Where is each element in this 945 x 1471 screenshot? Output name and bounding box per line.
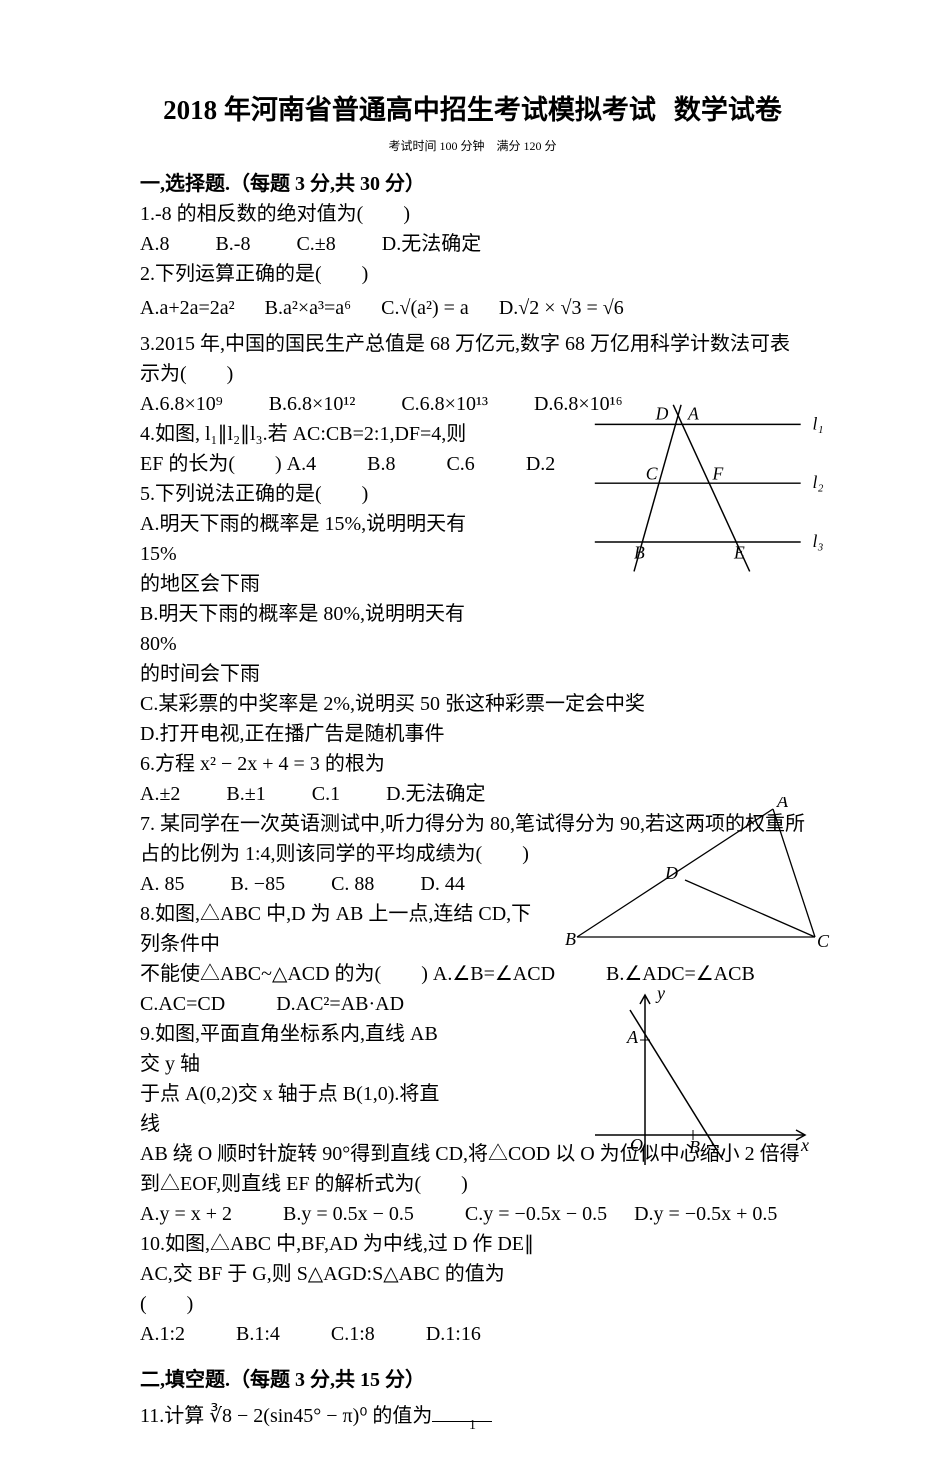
q6-stem: 6.方程 x² − 2x + 4 = 3 的根为 — [140, 749, 805, 779]
q2-opt-d: D.√2 × √3 = √6 — [499, 293, 624, 323]
q6-opt-a: A.±2 — [140, 779, 180, 809]
q4-line1: 4.如图, l₁∥l₂∥l₃.若 AC:CB=2:1,DF=4,则 — [140, 419, 466, 449]
q10-opt-a: A.1:2 — [140, 1323, 185, 1345]
q4-line2: EF 的长为( ) — [140, 449, 282, 479]
q1-opt-a: A.8 — [140, 229, 169, 259]
q5-opt-a2: 的地区会下雨 — [140, 569, 260, 599]
section-1-heading: 一,选择题.（每题 3 分,共 30 分） — [140, 169, 805, 199]
q1-stem: 1.-8 的相反数的绝对值为( ) — [140, 199, 805, 229]
q3-stem: 3.2015 年,中国的国民生产总值是 68 万亿元,数字 68 万亿用科学计数… — [140, 329, 805, 389]
question-10: 10.如图,△ABC 中,BF,AD 为中线,过 D 作 DE∥ AC,交 BF… — [140, 1229, 805, 1349]
q8-opt-d: D.AC²=AB·AD — [276, 993, 404, 1015]
q9-opt-a: A.y = x + 2 — [140, 1203, 232, 1225]
svg-text:E: E — [733, 543, 745, 563]
q3-opt-c: C.6.8×10¹³ — [401, 389, 488, 419]
q10-line1: 10.如图,△ABC 中,BF,AD 为中线,过 D 作 DE∥ — [140, 1229, 534, 1259]
svg-text:A: A — [776, 797, 789, 811]
svg-text:A: A — [687, 403, 699, 423]
q3-opt-a: A.6.8×10⁹ — [140, 389, 223, 419]
q1-opt-b: B.-8 — [215, 229, 250, 259]
svg-text:C: C — [817, 931, 830, 951]
q5-opt-d: D.打开电视,正在播广告是随机事件 — [140, 719, 805, 749]
svg-text:l₁: l₁ — [812, 413, 823, 433]
q5-opt-a1: A.明天下雨的概率是 15%,说明明天有 15% — [140, 509, 506, 569]
svg-text:C: C — [646, 463, 658, 483]
q5-opt-c: C.某彩票的中奖率是 2%,说明买 50 张这种彩票一定会中奖 — [140, 689, 805, 719]
q2-opt-a: A.a+2a=2a² — [140, 293, 235, 323]
figure-axes: y x O A B — [585, 985, 815, 1170]
q3-opt-b: B.6.8×10¹² — [269, 389, 356, 419]
q1-opt-d: D.无法确定 — [382, 229, 481, 259]
q8-opt-a: A.∠B=∠ACD — [433, 963, 555, 985]
q2-opt-b: B.a²×a³=a⁶ — [265, 293, 352, 323]
q6-opt-d: D.无法确定 — [386, 779, 485, 809]
page-title: 2018 年河南省普通高中招生考试模拟考试数学试卷 — [140, 90, 805, 131]
figure-parallel-lines: DA C F B El₁ l₂ l₃ — [585, 398, 835, 588]
q9-line2: 于点 A(0,2)交 x 轴于点 B(1,0).将直线 — [140, 1079, 459, 1139]
svg-text:O: O — [630, 1135, 643, 1155]
title-part-b: 数学试卷 — [674, 95, 782, 125]
q9-opt-b: B.y = 0.5x − 0.5 — [283, 1203, 414, 1225]
svg-text:x: x — [800, 1135, 809, 1155]
q4-opt-b: B.8 — [367, 453, 395, 475]
svg-text:D: D — [655, 403, 669, 423]
q2-stem: 2.下列运算正确的是( ) — [140, 259, 805, 289]
q8-opt-b: B.∠ADC=∠ACB — [606, 963, 755, 985]
svg-text:F: F — [711, 463, 723, 483]
q2-opt-c: C.√(a²) = a — [381, 293, 469, 323]
q10-opt-d: D.1:16 — [426, 1323, 481, 1345]
q10-opt-b: B.1:4 — [236, 1323, 280, 1345]
q4-opt-d: D.2 — [526, 453, 555, 475]
svg-text:y: y — [655, 985, 665, 1003]
q9-opt-d: D.y = −0.5x + 0.5 — [634, 1203, 777, 1225]
q8-line1: 8.如图,△ABC 中,D 为 AB 上一点,连结 CD,下列条件中 — [140, 899, 539, 959]
question-1: 1.-8 的相反数的绝对值为( ) A.8 B.-8 C.±8 D.无法确定 — [140, 199, 805, 259]
q5-opt-b2: 的时间会下雨 — [140, 659, 260, 689]
q1-opt-c: C.±8 — [296, 229, 335, 259]
q10-opt-c: C.1:8 — [331, 1323, 375, 1345]
title-part-a: 2018 年河南省普通高中招生考试模拟考试 — [163, 95, 656, 125]
q4-opt-c: C.6 — [446, 453, 474, 475]
svg-text:l₂: l₂ — [812, 472, 823, 492]
svg-text:A: A — [626, 1027, 639, 1047]
page-subtitle: 考试时间 100 分钟 满分 120 分 — [140, 137, 805, 155]
q4-opt-a: A.4 — [287, 453, 316, 475]
question-2: 2.下列运算正确的是( ) A.a+2a=2a² B.a²×a³=a⁶ C.√(… — [140, 259, 805, 323]
q7-opt-b: B. −85 — [230, 869, 285, 899]
q7-opt-a: A. 85 — [140, 869, 184, 899]
svg-text:D: D — [664, 863, 678, 883]
q9-line1: 9.如图,平面直角坐标系内,直线 AB 交 y 轴 — [140, 1019, 459, 1079]
q9-opt-c: C.y = −0.5x − 0.5 — [465, 1203, 607, 1225]
q10-line2: AC,交 BF 于 G,则 S△AGD:S△ABC 的值为( ) — [140, 1259, 539, 1319]
q6-opt-b: B.±1 — [226, 779, 265, 809]
figure-triangle: A B C D — [565, 797, 845, 952]
svg-text:B: B — [634, 543, 645, 563]
svg-text:l₃: l₃ — [812, 531, 823, 551]
page-number: 1 — [0, 1415, 945, 1436]
q8-line2: 不能使△ABC~△ACD 的为( ) — [140, 959, 428, 989]
q8-opt-c: C.AC=CD — [140, 993, 225, 1015]
svg-text:B: B — [689, 1137, 700, 1157]
q5-opt-b1: B.明天下雨的概率是 80%,说明明天有 80% — [140, 599, 506, 659]
section-2-heading: 二,填空题.（每题 3 分,共 15 分） — [140, 1365, 805, 1395]
q7-opt-c: C. 88 — [331, 869, 374, 899]
q6-opt-c: C.1 — [312, 779, 340, 809]
q7-opt-d: D. 44 — [420, 869, 464, 899]
svg-text:B: B — [565, 929, 576, 949]
